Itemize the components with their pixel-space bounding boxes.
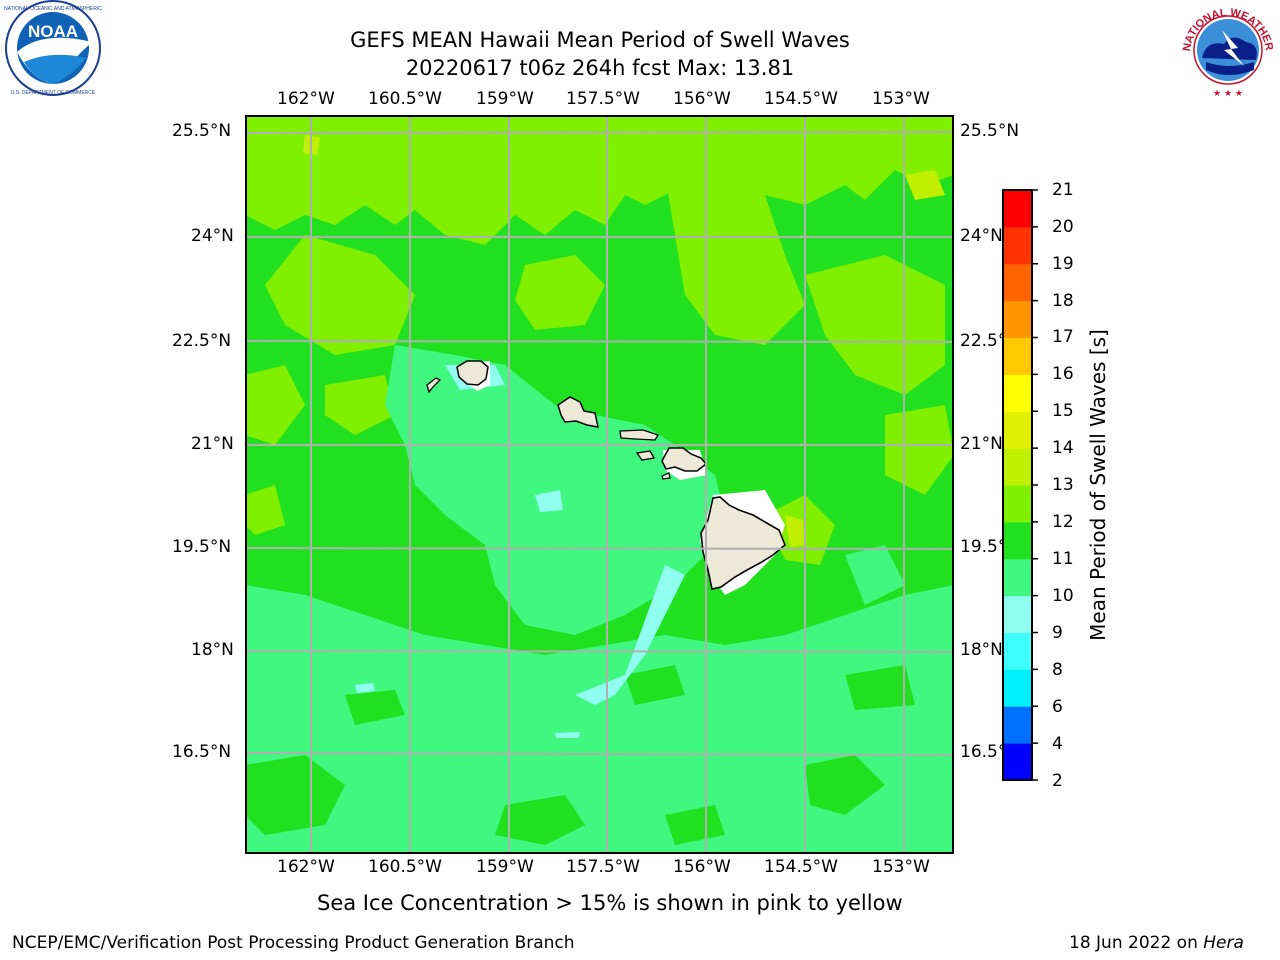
colorbar-tick: 15: [1052, 401, 1074, 421]
colorbar-segment: [1003, 632, 1032, 670]
colorbar-segment: [1003, 743, 1032, 781]
lon-label-bottom: 159°W: [476, 857, 534, 877]
sea-ice-note: Sea Ice Concentration > 15% is shown in …: [317, 891, 903, 915]
lat-label-left: 18°N: [191, 640, 234, 660]
colorbar-segment: [1003, 411, 1032, 449]
lon-label-top: 160.5°W: [368, 89, 442, 109]
lat-label-right: 25.5°N: [960, 121, 1020, 141]
colorbar-tick: 13: [1052, 475, 1074, 495]
colorbar-tick: 16: [1052, 364, 1074, 384]
colorbar-tick: 10: [1052, 586, 1074, 606]
colorbar-tick: 14: [1052, 438, 1074, 458]
nws-logo-icon: NATIONAL WEATHER SERVICE ★ ★ ★: [1176, 0, 1276, 99]
colorbar-tick: 2: [1052, 771, 1063, 791]
colorbar-segment: [1003, 337, 1032, 375]
colorbar-segment: [1003, 521, 1032, 560]
colorbar: [1002, 189, 1038, 781]
svg-text:NATIONAL OCEANIC AND ATMOSPHER: NATIONAL OCEANIC AND ATMOSPHERIC: [4, 6, 102, 12]
svg-text:U.S. DEPARTMENT OF COMMERCE: U.S. DEPARTMENT OF COMMERCE: [11, 90, 96, 96]
colorbar-segment: [1003, 226, 1032, 265]
footer-machine: Hera: [1203, 933, 1244, 953]
map-subtitle: 20220617 t06z 264h fcst Max: 13.81: [405, 56, 795, 80]
swell-period-map: [245, 115, 954, 854]
colorbar-tick: 20: [1052, 217, 1074, 237]
colorbar-segment: [1003, 558, 1032, 597]
colorbar-tick: 8: [1052, 660, 1063, 680]
lon-label-top: 156°W: [673, 89, 731, 109]
lat-label-left: 22.5°N: [172, 331, 232, 351]
lat-label-right: 18°N: [960, 640, 1003, 660]
colorbar-tick: 4: [1052, 734, 1063, 754]
svg-text:NOAA: NOAA: [28, 22, 78, 41]
lon-label-bottom: 154.5°W: [764, 857, 838, 877]
colorbar-segment: [1003, 448, 1032, 486]
lat-label-right: 21°N: [960, 434, 1003, 454]
lon-label-bottom: 157.5°W: [566, 857, 640, 877]
lat-label-left: 19.5°N: [172, 537, 232, 557]
lon-label-top: 157.5°W: [566, 89, 640, 109]
colorbar-tick: 17: [1052, 327, 1074, 347]
colorbar-label: Mean Period of Swell Waves [s]: [1086, 329, 1110, 641]
footer-date-text: 18 Jun 2022 on: [1069, 933, 1198, 953]
colorbar-tick: 12: [1052, 512, 1074, 532]
lon-label-bottom: 160.5°W: [368, 857, 442, 877]
colorbar-segment: [1003, 374, 1032, 412]
lat-label-left: 16.5°N: [172, 742, 232, 762]
colorbar-segment: [1003, 485, 1032, 523]
colorbar-tick: 21: [1052, 180, 1074, 200]
colorbar-tick: 6: [1052, 697, 1063, 717]
lon-label-top: 154.5°W: [764, 89, 838, 109]
footer-branch: NCEP/EMC/Verification Post Processing Pr…: [12, 933, 575, 953]
lat-label-left: 25.5°N: [172, 121, 232, 141]
lat-label-left: 24°N: [191, 226, 234, 246]
colorbar-segment: [1003, 263, 1032, 302]
colorbar-segment: [1003, 190, 1032, 228]
lon-label-top: 162°W: [277, 89, 335, 109]
lon-label-top: 153°W: [872, 89, 930, 109]
colorbar-segment: [1003, 595, 1032, 633]
colorbar-tick: 19: [1052, 254, 1074, 274]
svg-text:★ ★ ★: ★ ★ ★: [1213, 89, 1243, 99]
lat-label-right: 24°N: [960, 226, 1003, 246]
lon-label-bottom: 153°W: [872, 857, 930, 877]
lon-label-bottom: 156°W: [673, 857, 731, 877]
colorbar-tick: 11: [1052, 549, 1074, 569]
colorbar-tick: 9: [1052, 623, 1063, 643]
map-title: GEFS MEAN Hawaii Mean Period of Swell Wa…: [350, 28, 850, 52]
lon-label-bottom: 162°W: [277, 857, 335, 877]
colorbar-segment: [1003, 706, 1032, 744]
colorbar-segment: [1003, 300, 1032, 338]
footer-date: 18 Jun 2022 on Hera: [1069, 933, 1244, 953]
lon-label-top: 159°W: [476, 89, 534, 109]
colorbar-tick: 18: [1052, 291, 1074, 311]
colorbar-segment: [1003, 669, 1032, 707]
noaa-logo-icon: NOAA NATIONAL OCEANIC AND ATMOSPHERIC U.…: [4, 0, 102, 96]
lat-label-left: 21°N: [191, 434, 234, 454]
